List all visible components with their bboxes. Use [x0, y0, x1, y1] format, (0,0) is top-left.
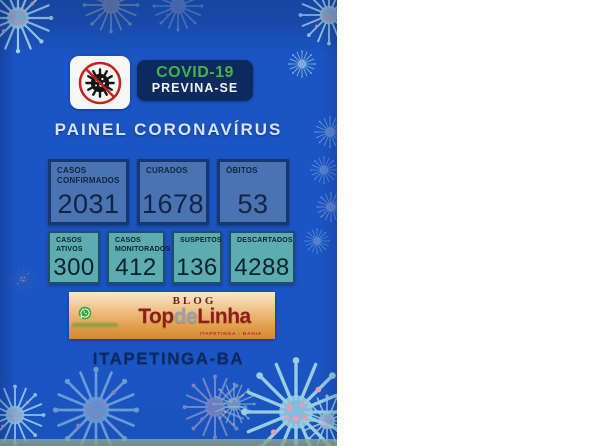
stat-label: CASOS ATIVOS — [56, 237, 83, 253]
stat-value: 2031 — [57, 188, 120, 219]
no-coronavirus-logo — [70, 56, 130, 109]
stat-card-ativos: CASOS ATIVOS 300 — [48, 231, 100, 284]
blog-name-linha: Linha — [197, 305, 251, 328]
stat-value: 53 — [237, 188, 269, 219]
stat-value: 412 — [115, 254, 157, 281]
page-title: PAINEL CORONAVÍRUS — [54, 120, 283, 139]
virus-icon — [152, 0, 204, 32]
city-label: ITAPETINGA-BA — [92, 349, 245, 368]
stat-card-curados: CURADOS 1678 — [137, 159, 209, 225]
secondary-stats-row: CASOS ATIVOS 300 CASOS MONITORADOS 412 S… — [3, 231, 337, 284]
blog-name-de: de — [173, 305, 198, 328]
stat-card-descartados: DESCARTADOS 4288 — [229, 231, 295, 284]
virus-icon — [52, 366, 140, 446]
stat-card-suspeitos: SUSPEITOS 136 — [172, 231, 222, 284]
whatsapp-caption-blur — [71, 323, 118, 327]
stat-card-confirmados: CASOS CONFIRMADOS 2031 — [48, 159, 129, 225]
stat-value: 300 — [53, 254, 95, 281]
no-coronavirus-icon — [78, 61, 122, 104]
blog-name: TopdeLinha — [115, 305, 275, 328]
virus-icon — [298, 0, 337, 46]
header: COVID-19 PREVINA-SE — [0, 56, 330, 109]
bottom-strip — [0, 439, 337, 446]
blog-name-top: Top — [138, 305, 174, 328]
blog-label: BLOG — [172, 295, 217, 307]
stat-card-obitos: ÓBITOS 53 — [217, 159, 289, 225]
virus-icon — [212, 382, 256, 426]
primary-stats-row: CASOS CONFIRMADOS 2031 CURADOS 1678 ÓBIT… — [0, 159, 337, 225]
stat-label: DESCARTADOS — [237, 237, 293, 244]
stat-label: CASOS MONITORADOS — [115, 237, 171, 253]
virus-icon — [0, 384, 46, 446]
stat-label: CASOS CONFIRMADOS — [57, 166, 120, 185]
virus-icon — [240, 356, 337, 446]
stat-label: ÓBITOS — [226, 166, 258, 175]
blog-banner: BLOG TopdeLinha ITAPETINGA - BAHIA — [68, 292, 275, 339]
covid-panel: COVID-19 PREVINA-SE PAINEL CORONAVÍRUS C… — [0, 0, 337, 446]
virus-icon — [0, 0, 54, 54]
stat-card-monitorados: CASOS MONITORADOS 412 — [107, 231, 171, 284]
virus-icon — [182, 374, 248, 440]
virus-icon — [82, 0, 140, 34]
blog-subtitle: ITAPETINGA - BAHIA — [199, 331, 262, 337]
stat-value: 136 — [176, 254, 218, 281]
covid-badge-title: COVID-19 — [156, 64, 234, 82]
stat-value: 1678 — [141, 188, 205, 219]
blog-wordmark: BLOG TopdeLinha ITAPETINGA - BAHIA — [115, 292, 275, 339]
whatsapp-icon — [78, 306, 91, 320]
stat-value: 4288 — [234, 254, 290, 281]
covid-badge-subtitle: PREVINA-SE — [151, 81, 239, 96]
covid-prevention-badge: COVID-19 PREVINA-SE — [137, 60, 253, 101]
stat-label: CURADOS — [146, 166, 188, 175]
stat-label: SUSPEITOS — [180, 237, 222, 244]
